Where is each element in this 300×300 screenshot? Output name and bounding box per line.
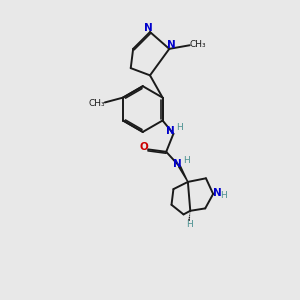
- Text: H: H: [186, 220, 193, 229]
- Text: H: H: [183, 157, 190, 166]
- Text: CH₃: CH₃: [88, 99, 105, 108]
- Polygon shape: [178, 166, 188, 182]
- Text: N: N: [213, 188, 222, 198]
- Text: N: N: [166, 126, 175, 136]
- Text: O: O: [140, 142, 148, 152]
- Text: N: N: [167, 40, 176, 50]
- Text: CH₃: CH₃: [190, 40, 206, 49]
- Text: N: N: [173, 159, 182, 169]
- Text: H: H: [176, 123, 183, 132]
- Text: N: N: [144, 23, 152, 33]
- Text: H: H: [220, 191, 226, 200]
